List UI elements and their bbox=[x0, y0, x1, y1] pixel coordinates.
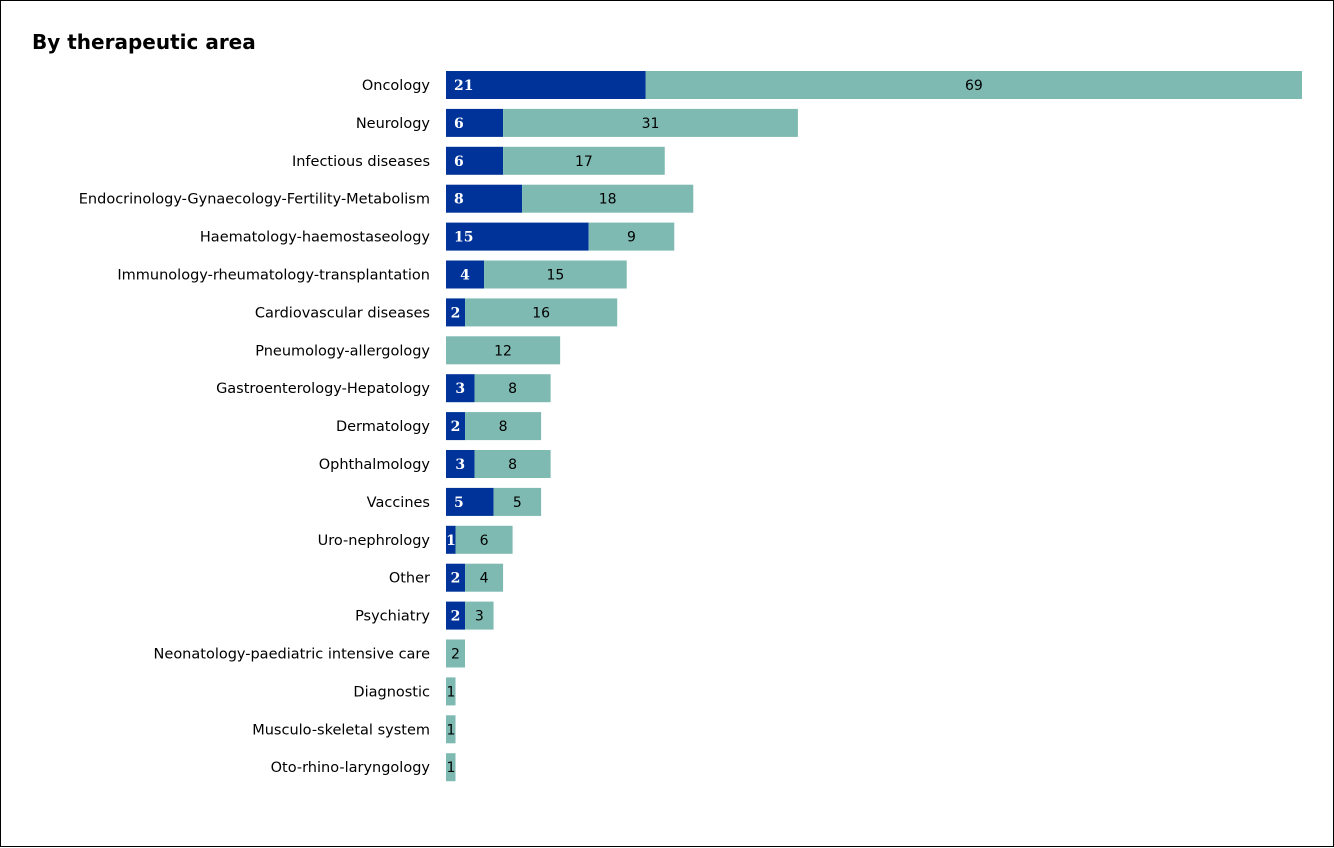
data-label-second: 5 bbox=[513, 495, 522, 511]
data-label-second: 6 bbox=[480, 533, 489, 549]
bar-segment-first bbox=[446, 146, 504, 175]
bar-segment-second bbox=[446, 639, 466, 668]
bar-segment-first bbox=[446, 184, 523, 213]
bar-segment-second bbox=[503, 146, 665, 175]
data-label-first: 1 bbox=[446, 533, 456, 549]
data-label-second: 1 bbox=[447, 722, 456, 738]
category-label: Other bbox=[389, 571, 430, 587]
data-label-first: 15 bbox=[454, 230, 473, 246]
category-label: Endocrinology-Gynaecology-Fertility-Meta… bbox=[79, 192, 430, 208]
bar-segment-second bbox=[455, 525, 513, 554]
bar-segment-second bbox=[474, 374, 551, 403]
bar-segment-second bbox=[465, 563, 504, 592]
bar-segment-second bbox=[522, 184, 694, 213]
data-label-first: 2 bbox=[451, 609, 461, 625]
bar-segment-second bbox=[474, 450, 551, 478]
bar-segment-first bbox=[446, 298, 466, 327]
bar-segment-first bbox=[446, 450, 475, 478]
bar-segment-second bbox=[465, 298, 618, 327]
bar-segment-first bbox=[446, 71, 646, 99]
category-label: Infectious diseases bbox=[292, 154, 430, 170]
category-label: Oncology bbox=[362, 78, 431, 94]
bar-segment-second bbox=[446, 715, 456, 744]
data-label-first: 3 bbox=[455, 457, 465, 473]
data-label-second: 17 bbox=[575, 154, 593, 170]
chart-title: By therapeutic area bbox=[32, 30, 256, 54]
data-label-second: 8 bbox=[499, 419, 508, 435]
bar-segment-second bbox=[446, 677, 456, 706]
data-label-first: 3 bbox=[455, 381, 465, 397]
data-label-second: 69 bbox=[965, 78, 983, 94]
data-label-second: 4 bbox=[480, 571, 489, 587]
category-label: Uro-nephrology bbox=[318, 533, 431, 549]
data-label-second: 1 bbox=[447, 684, 456, 700]
data-label-first: 6 bbox=[454, 116, 464, 132]
category-label: Immunology-rheumatology-transplantation bbox=[117, 268, 430, 284]
data-label-second: 12 bbox=[494, 343, 512, 359]
bar-segment-first bbox=[446, 222, 589, 251]
bar-segment-second bbox=[503, 108, 798, 137]
bar-segment-first bbox=[446, 601, 466, 630]
data-label-first: 2 bbox=[451, 305, 461, 321]
category-label: Pneumology-allergology bbox=[255, 343, 430, 359]
category-label: Neonatology-paediatric intensive care bbox=[154, 647, 431, 663]
category-label: Gastroenterology-Hepatology bbox=[216, 381, 430, 397]
data-label-first: 5 bbox=[454, 495, 464, 511]
category-label: Haematology-haemostaseology bbox=[200, 230, 431, 246]
data-label-second: 8 bbox=[508, 457, 517, 473]
data-label-second: 2 bbox=[451, 647, 460, 663]
category-label: Vaccines bbox=[367, 495, 430, 511]
category-label: Oto-rhino-laryngology bbox=[271, 760, 431, 776]
bar-segment-second bbox=[446, 336, 561, 365]
bar-segment-first bbox=[446, 260, 485, 289]
bar-segment-second bbox=[588, 222, 675, 251]
category-label: Cardiovascular diseases bbox=[255, 305, 430, 321]
category-label: Diagnostic bbox=[353, 684, 430, 700]
category-label: Ophthalmology bbox=[319, 457, 431, 473]
data-label-second: 1 bbox=[447, 760, 456, 776]
bar-segment-second bbox=[465, 601, 494, 630]
data-label-second: 18 bbox=[599, 192, 617, 208]
bar-segment-second bbox=[493, 487, 542, 516]
bar-segment-first bbox=[446, 412, 466, 441]
data-label-first: 21 bbox=[454, 78, 473, 94]
data-label-first: 2 bbox=[451, 419, 461, 435]
bar-segment-first bbox=[446, 487, 494, 516]
bar-segment-first bbox=[446, 563, 466, 592]
bar-segment-first bbox=[446, 108, 504, 137]
bar-segment-first bbox=[446, 374, 475, 403]
data-label-first: 8 bbox=[454, 192, 464, 208]
data-label-second: 16 bbox=[532, 305, 550, 321]
category-label: Musculo-skeletal system bbox=[252, 722, 430, 738]
data-label-first: 2 bbox=[451, 571, 461, 587]
data-label-second: 31 bbox=[642, 116, 660, 132]
data-label-second: 9 bbox=[627, 230, 636, 246]
category-label: Dermatology bbox=[336, 419, 430, 435]
bar-segment-second bbox=[484, 260, 627, 289]
data-label-second: 3 bbox=[475, 609, 484, 625]
data-label-first: 4 bbox=[460, 268, 470, 284]
bar-segment-second bbox=[465, 412, 542, 441]
data-label-second: 15 bbox=[546, 268, 564, 284]
bar-segment-second bbox=[446, 753, 456, 782]
bar-segment-first bbox=[446, 525, 456, 554]
data-label-second: 8 bbox=[508, 381, 517, 397]
data-label-first: 6 bbox=[454, 154, 464, 170]
category-label: Psychiatry bbox=[355, 609, 430, 625]
category-label: Neurology bbox=[356, 116, 431, 132]
bar-segment-second bbox=[645, 71, 1302, 99]
